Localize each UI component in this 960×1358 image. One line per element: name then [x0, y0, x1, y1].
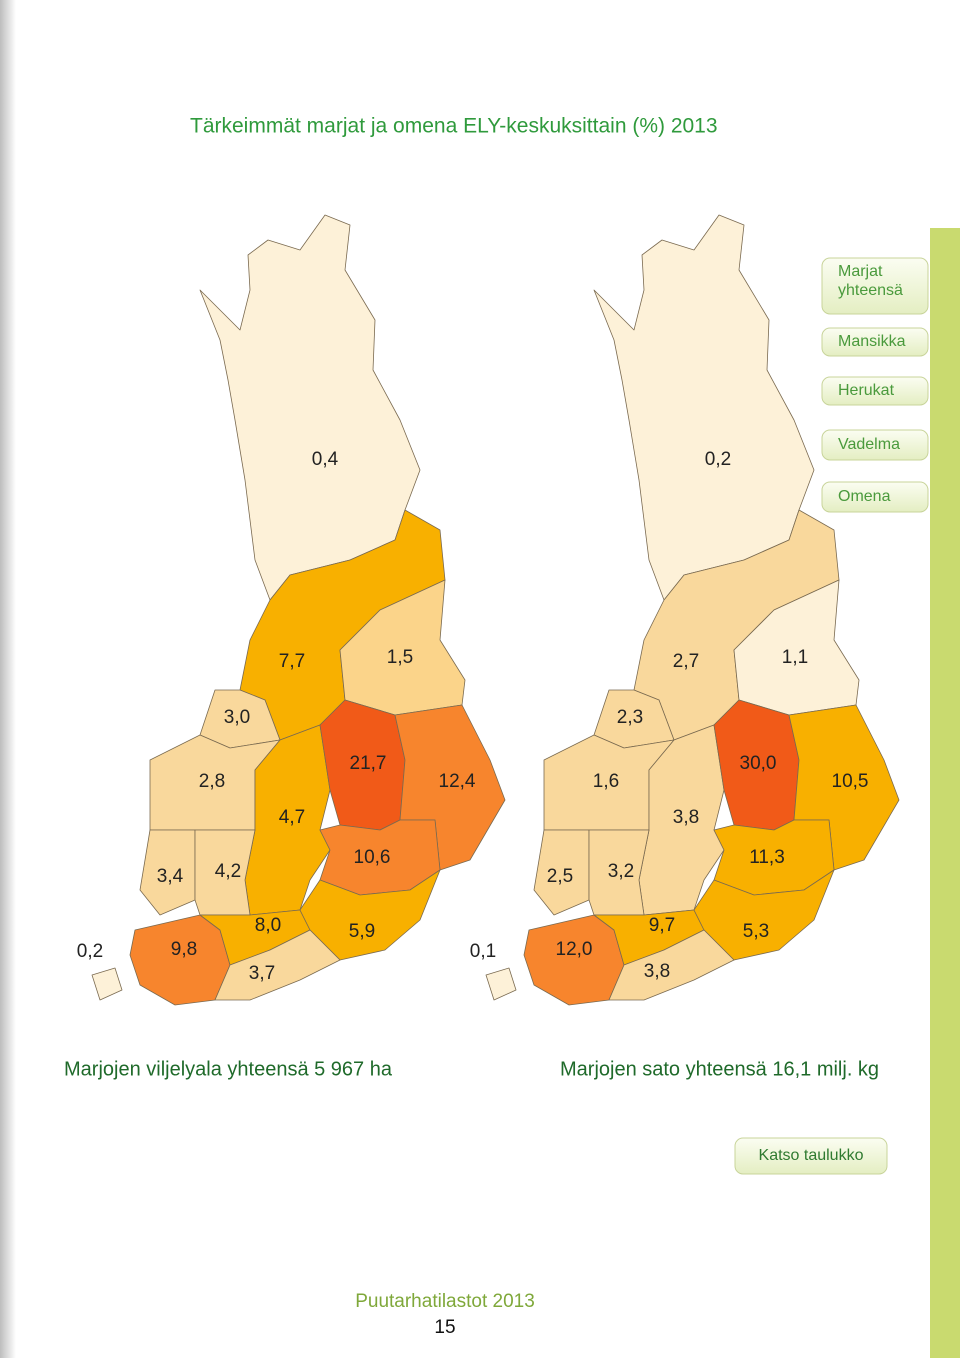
- region: [788, 704, 900, 871]
- menu-label[interactable]: Vadelma: [838, 436, 900, 453]
- menu-label[interactable]: Mansikka: [838, 333, 906, 350]
- page-number: 15: [434, 1317, 455, 1338]
- title: Tärkeimmät marjat ja omena ELY-keskuksit…: [190, 115, 718, 138]
- region: [91, 967, 123, 1001]
- map-caption: Marjojen viljelyala yhteensä 5 967 ha: [64, 1058, 393, 1080]
- menu-button[interactable]: [821, 429, 929, 461]
- region-label: 1,6: [593, 771, 619, 792]
- table-button[interactable]: [734, 1137, 888, 1175]
- region-label: 4,2: [215, 861, 241, 882]
- map-caption: Marjojen sato yhteensä 16,1 milj. kg: [560, 1058, 879, 1080]
- region-label: 11,3: [749, 847, 785, 868]
- region-label: 10,5: [832, 771, 869, 792]
- region: [593, 214, 815, 601]
- region: [608, 929, 735, 1001]
- region-label: 9,8: [171, 939, 197, 960]
- region-label: 3,8: [673, 807, 699, 828]
- region: [394, 704, 506, 871]
- region-label: 2,8: [199, 771, 225, 792]
- region-label: 2,3: [617, 707, 643, 728]
- region-label: 12,0: [556, 939, 593, 960]
- region-label: 30,0: [740, 753, 777, 774]
- region-label: 3,4: [157, 866, 184, 887]
- menu-label[interactable]: Omena: [838, 488, 891, 505]
- footer-publication: Puutarhatilastot 2013: [355, 1291, 535, 1312]
- menu-button[interactable]: [821, 257, 929, 315]
- region-label: 2,5: [547, 866, 573, 887]
- region: [199, 214, 421, 601]
- menu-label[interactable]: Herukat: [838, 382, 895, 399]
- region-label: 1,1: [782, 647, 808, 668]
- region-label: 8,0: [255, 915, 281, 936]
- region-label: 5,9: [349, 921, 375, 942]
- region-label: 10,6: [354, 847, 391, 868]
- menu-button[interactable]: [821, 376, 929, 406]
- side-bar: [930, 228, 960, 1358]
- region-label: 0,1: [470, 941, 496, 962]
- region-label: 12,4: [439, 771, 476, 792]
- region-label: 0,2: [705, 449, 731, 470]
- region-label: 21,7: [350, 753, 387, 774]
- region-label: 5,3: [743, 921, 769, 942]
- region-label: 0,2: [77, 941, 103, 962]
- menu-label[interactable]: Marjat yhteensä: [838, 263, 903, 299]
- menu-button[interactable]: [821, 481, 929, 513]
- region-label: 4,7: [279, 807, 305, 828]
- table-button-label[interactable]: Katso taulukko: [759, 1147, 864, 1164]
- region-label: 1,5: [387, 647, 413, 668]
- region: [214, 929, 341, 1001]
- region-label: 2,7: [673, 651, 699, 672]
- page-edge: [0, 0, 16, 1358]
- region-label: 3,0: [224, 707, 250, 728]
- menu-button[interactable]: [821, 327, 929, 357]
- region: [533, 829, 590, 916]
- region: [139, 829, 196, 916]
- region-label: 0,4: [312, 449, 339, 470]
- region-label: 9,7: [649, 915, 675, 936]
- region-label: 3,2: [608, 861, 634, 882]
- region: [485, 967, 517, 1001]
- region-label: 3,8: [644, 961, 670, 982]
- region-label: 3,7: [249, 963, 275, 984]
- region-label: 7,7: [279, 651, 305, 672]
